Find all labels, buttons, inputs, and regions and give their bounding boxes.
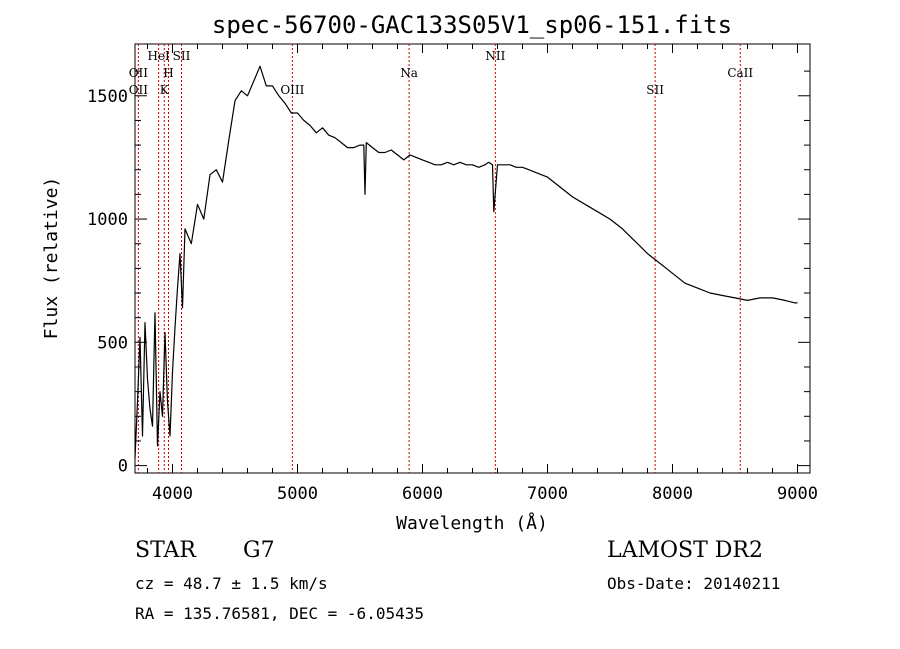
x-tick-label-3: 7000: [527, 484, 568, 504]
line-markers: OII OII HeI HK SII OIII Na NII SII CaII: [129, 44, 753, 473]
object-class: STAR: [135, 538, 196, 563]
marker-label-5: SII: [173, 49, 191, 63]
marker-label-1: OII: [129, 83, 149, 97]
spectrum-series: [134, 65, 798, 459]
y-axis-label: Flux (relative): [41, 177, 62, 340]
redshift-text: cz = 48.7 ± 1.5 km/s: [135, 574, 328, 593]
x-tick-label-4: 8000: [652, 484, 693, 504]
marker-label-6: OIII: [280, 83, 304, 97]
y-tick-label-3: 1500: [87, 87, 128, 107]
marker-label-4: K: [160, 83, 170, 97]
marker-label-8: NII: [485, 49, 505, 63]
x-tick-label-0: 4000: [152, 484, 193, 504]
obs-date: Obs-Date: 20140211: [607, 574, 781, 593]
x-tick-label-1: 5000: [277, 484, 318, 504]
x-tick-label-5: 9000: [777, 484, 818, 504]
marker-label-7: Na: [400, 66, 418, 80]
coordinates: RA = 135.76581, DEC = -6.05435: [135, 604, 424, 623]
marker-label-9: SII: [646, 83, 664, 97]
x-tick-label-2: 6000: [402, 484, 443, 504]
marker-label-3: H: [163, 66, 173, 80]
x-axis-label: Wavelength (Å): [396, 512, 548, 534]
marker-label-10: CaII: [727, 66, 753, 80]
y-tick-label-2: 1000: [87, 210, 128, 230]
plot-frame: [134, 43, 811, 474]
y-tick-label-1: 500: [97, 333, 128, 353]
y-tick-label-0: 0: [118, 457, 128, 477]
survey-name: LAMOST DR2: [607, 538, 763, 563]
axis-ticks: 4000 5000 6000 7000 8000 9000 0 500 1000 1500: [87, 44, 818, 504]
chart-title: spec-56700-GAC133S05V1_sp06-151.fits: [212, 11, 732, 39]
object-subclass: G7: [243, 538, 275, 563]
marker-label-2: HeI: [147, 49, 170, 63]
spectrum-line-0: [134, 65, 798, 459]
marker-label-0: OII: [129, 66, 149, 80]
